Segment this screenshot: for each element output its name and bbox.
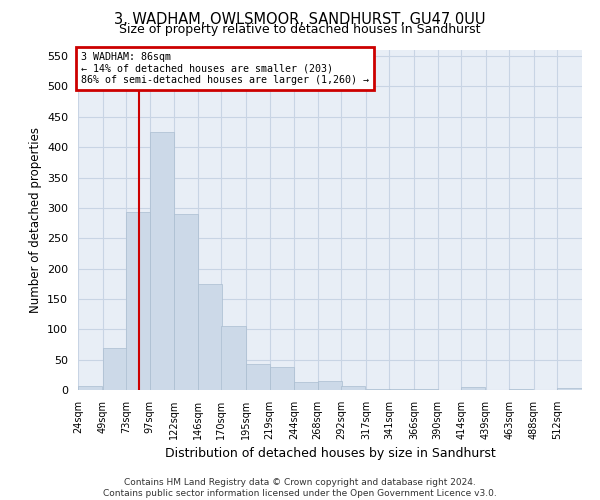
Bar (414, 389, 438, 390)
Bar (78, 386, 102, 390)
Bar (269, 367, 293, 390)
Bar (221, 326, 245, 390)
Y-axis label: Number of detached properties: Number of detached properties (29, 127, 41, 313)
Bar (294, 382, 318, 390)
Bar (557, 388, 581, 390)
Bar (341, 386, 365, 390)
Text: Size of property relative to detached houses in Sandhurst: Size of property relative to detached ho… (119, 22, 481, 36)
Bar (366, 389, 390, 390)
Bar (150, 132, 174, 390)
X-axis label: Distribution of detached houses by size in Sandhurst: Distribution of detached houses by size … (164, 448, 496, 460)
Text: 3, WADHAM, OWLSMOOR, SANDHURST, GU47 0UU: 3, WADHAM, OWLSMOOR, SANDHURST, GU47 0UU (114, 12, 486, 28)
Bar (103, 348, 127, 390)
Bar (126, 212, 150, 390)
Bar (461, 387, 485, 390)
Bar (174, 214, 199, 390)
Bar (318, 381, 342, 390)
Text: Contains HM Land Registry data © Crown copyright and database right 2024.
Contai: Contains HM Land Registry data © Crown c… (103, 478, 497, 498)
Bar (246, 364, 270, 390)
Text: 3 WADHAM: 86sqm
← 14% of detached houses are smaller (203)
86% of semi-detached : 3 WADHAM: 86sqm ← 14% of detached houses… (80, 52, 368, 85)
Bar (198, 284, 222, 390)
